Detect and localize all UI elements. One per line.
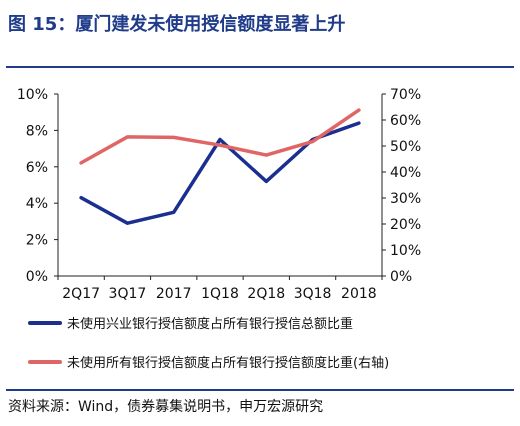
legend: 未使用兴业银行授信额度占所有银行授信总额比重未使用所有银行授信额度占所有银行授信… [28,316,389,371]
right-tick-label: 20% [390,217,421,233]
x-tick-label: 2Q17 [62,286,100,302]
right-tick-label: 70% [390,87,421,103]
right-tick-label: 40% [390,165,421,181]
bottom-rule [6,389,514,391]
left-tick-label: 4% [26,196,48,212]
left-tick-label: 6% [26,160,48,176]
right-tick-label: 10% [390,243,421,259]
x-tick-label: 2018 [341,286,377,302]
figure-title: 图 15：厦门建发未使用授信额度显著上升 [8,14,346,35]
line-chart: 0% 2% 4% 6% 8% 10% 0% 10% 20% 30% 40% 50% 60% 70% 2Q17… [17,87,421,371]
top-rule [6,66,514,68]
x-tick-label: 1Q18 [201,286,239,302]
legend-label-2: 未使用所有银行授信额度占所有银行授信额度比重(右轴) [67,355,389,371]
x-tick-label: 2Q18 [247,286,285,302]
right-tick-label: 0% [390,269,412,285]
right-tick-label: 60% [390,113,421,129]
left-tick-label: 8% [26,123,48,139]
x-tick-label: 2017 [156,286,192,302]
x-tick-label: 3Q18 [294,286,332,302]
source-note: 资料来源：Wind，债券募集说明书，申万宏源研究 [8,399,324,415]
axes: 0% 2% 4% 6% 8% 10% 0% 10% 20% 30% 40% 50% 60% 70% 2Q17… [17,87,421,302]
left-tick-label: 10% [17,87,48,103]
left-tick-label: 2% [26,233,48,249]
right-tick-label: 50% [390,139,421,155]
right-tick-label: 30% [390,191,421,207]
series-lines [79,108,361,225]
x-tick-label: 3Q17 [109,286,147,302]
series-line-2 [79,108,361,165]
legend-label-1: 未使用兴业银行授信额度占所有银行授信总额比重 [67,316,353,332]
left-tick-label: 0% [26,269,48,285]
